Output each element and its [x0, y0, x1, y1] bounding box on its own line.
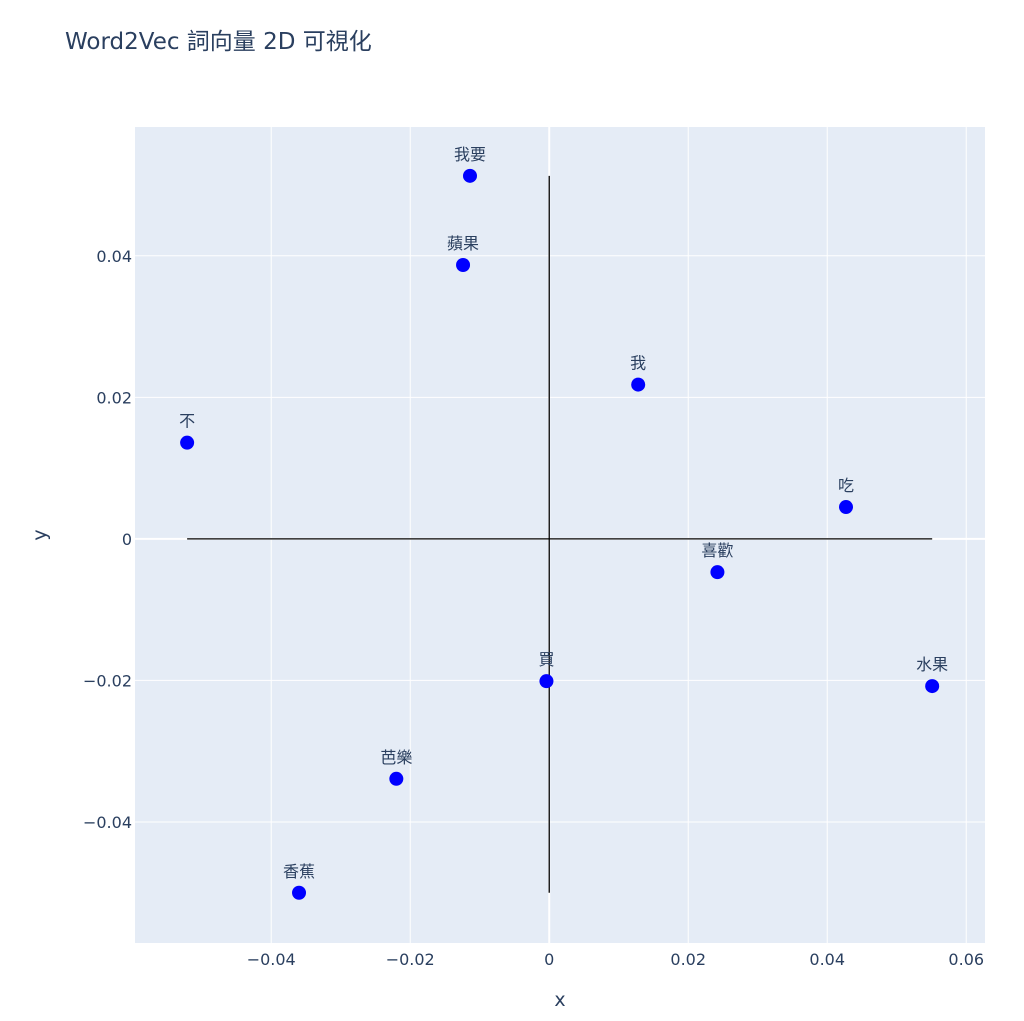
data-point [710, 565, 725, 580]
x-tick-label: −0.04 [247, 950, 296, 969]
x-tick-label: 0.02 [670, 950, 706, 969]
y-tick-label: 0.04 [96, 247, 132, 266]
x-axis-title: x [554, 989, 565, 1011]
y-tick-label: 0 [122, 530, 132, 549]
data-point [292, 885, 307, 900]
x-tick-label: 0 [544, 950, 554, 969]
y-tick-label: −0.04 [83, 813, 132, 832]
chart-title: Word2Vec 詞向量 2D 可視化 [65, 29, 372, 55]
point-label: 水果 [916, 655, 948, 674]
plot-background [135, 127, 985, 943]
y-tick-label: 0.02 [96, 388, 132, 407]
data-point [539, 674, 554, 689]
data-point [180, 435, 195, 450]
x-tick-label: −0.02 [386, 950, 435, 969]
point-label: 芭樂 [380, 748, 412, 767]
x-tick-label: 0.04 [809, 950, 845, 969]
point-label: 蘋果 [447, 234, 479, 253]
point-label: 喜歡 [701, 541, 733, 560]
data-point [838, 500, 853, 515]
y-tick-label: −0.02 [83, 671, 132, 690]
point-label: 我 [630, 354, 646, 373]
data-point [389, 771, 404, 786]
point-label: 不 [179, 412, 195, 431]
data-point [925, 679, 940, 694]
y-axis-title: y [29, 529, 51, 540]
point-label: 香蕉 [283, 862, 315, 881]
data-point [462, 168, 477, 183]
point-label: 買 [538, 650, 554, 669]
data-point [631, 377, 646, 392]
point-label: 我要 [454, 145, 486, 164]
point-label: 吃 [838, 476, 854, 495]
x-tick-label: 0.06 [948, 950, 984, 969]
data-point [456, 258, 471, 273]
